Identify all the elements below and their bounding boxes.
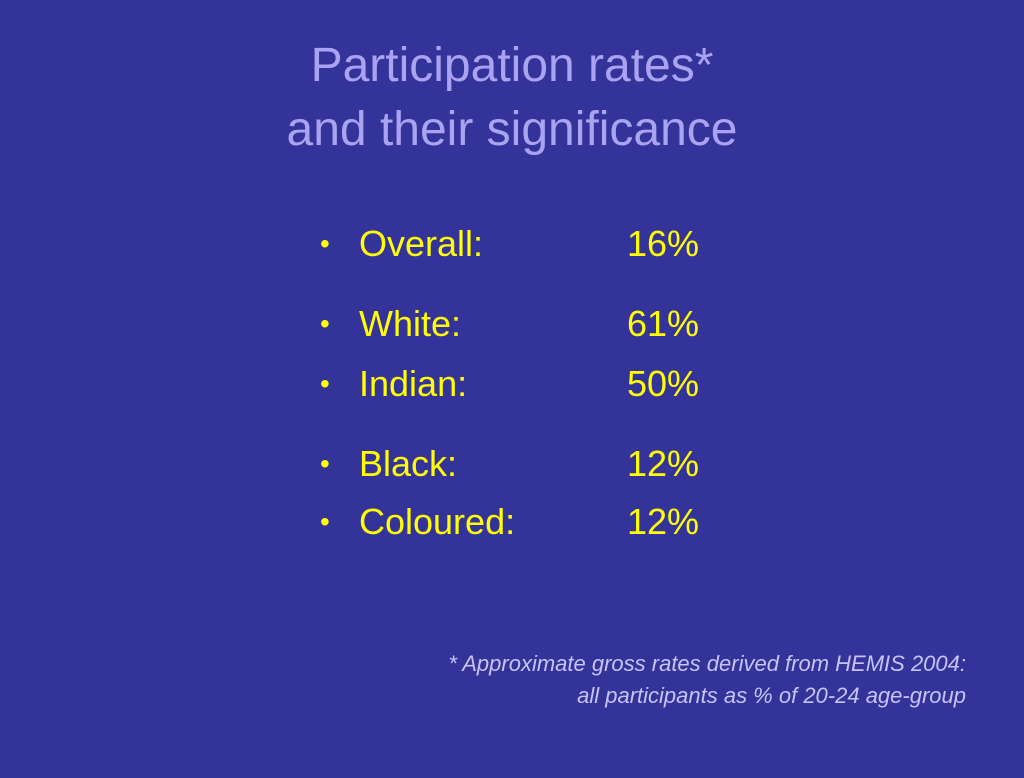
bullet-icon: • (320, 368, 330, 399)
bullet-icon: • (320, 228, 330, 259)
bullet-value-indian: 50% (627, 363, 700, 404)
bullet-label-black: Black: (359, 443, 458, 484)
bullet-label-overall: Overall: (359, 223, 484, 264)
bullet-item-indian: • Indian: 50% (320, 362, 780, 406)
footnote-line-2: all participants as % of 20-24 age-group (577, 683, 966, 708)
slide-title-line-2: and their significance (286, 103, 738, 156)
bullet-value-coloured: 12% (627, 501, 700, 542)
bullet-label-coloured: Coloured: (359, 501, 516, 542)
bullet-icon: • (320, 448, 330, 479)
bullet-label-white: White: (359, 303, 462, 344)
bullet-value-black: 12% (627, 443, 700, 484)
bullet-item-overall: • Overall: 16% (320, 222, 780, 266)
footnote: * Approximate gross rates derived from H… (266, 648, 966, 712)
bullet-item-coloured: • Coloured: 12% (320, 500, 780, 544)
bullet-value-overall: 16% (627, 223, 700, 264)
slide-title-line-1: Participation rates* (310, 39, 714, 92)
footnote-line-1: * Approximate gross rates derived from H… (448, 651, 966, 676)
bullet-label-indian: Indian: (359, 363, 468, 404)
bullet-icon: • (320, 308, 330, 339)
slide-title: Participation rates* and their significa… (0, 34, 1024, 162)
bullet-value-white: 61% (627, 303, 700, 344)
bullet-icon: • (320, 506, 330, 537)
bullet-item-black: • Black: 12% (320, 442, 780, 486)
bullet-item-white: • White: 61% (320, 302, 780, 346)
